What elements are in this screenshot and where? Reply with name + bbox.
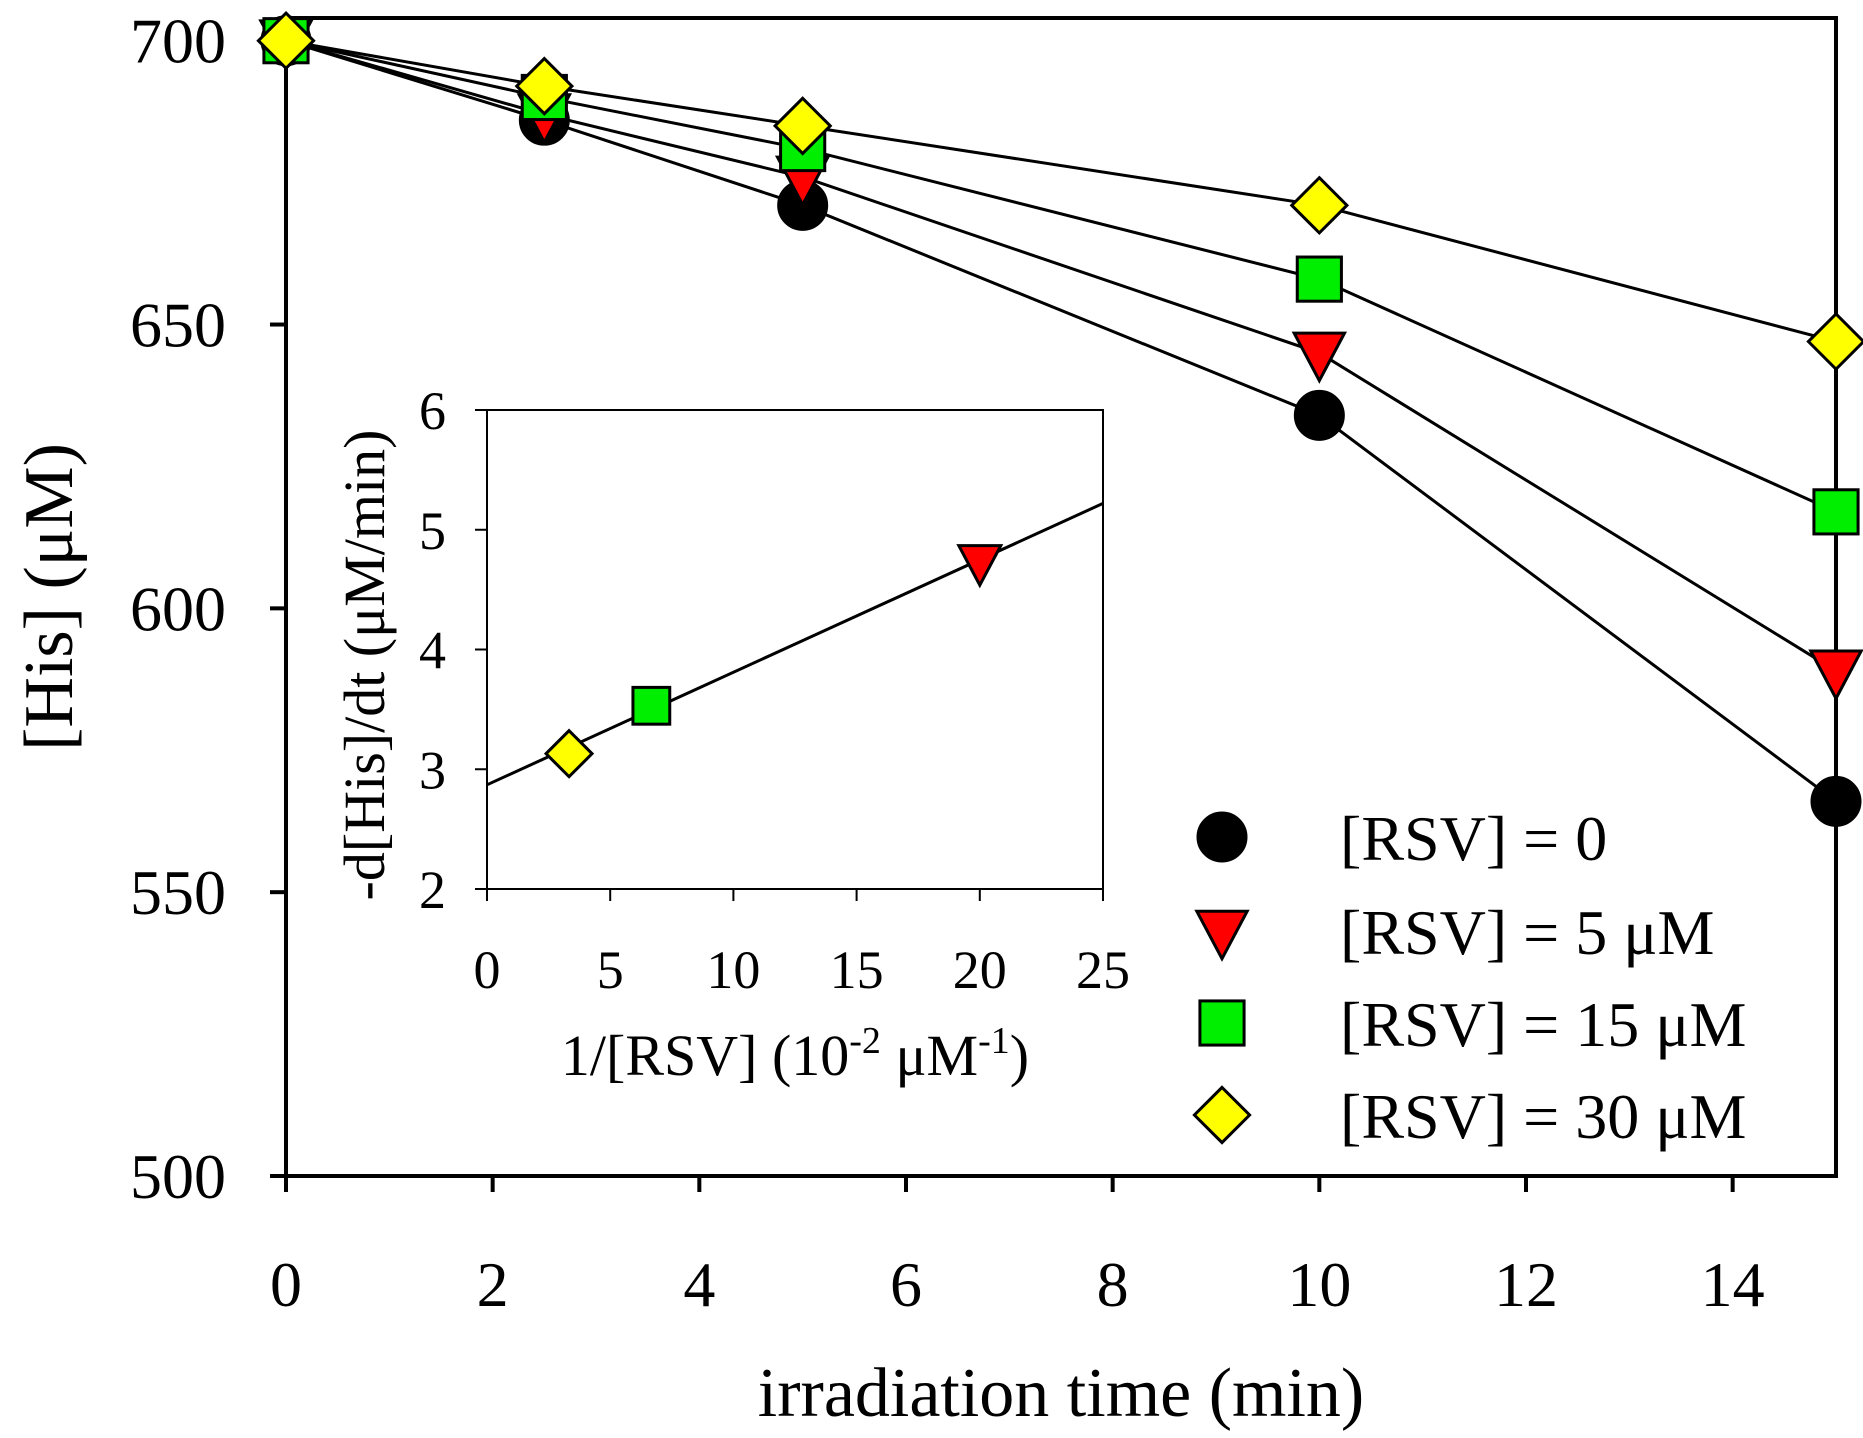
inset-x-tick-label: 25 bbox=[1076, 940, 1130, 1000]
inset-y-axis-title: -d[His]/dt (μM/min) bbox=[332, 430, 397, 901]
legend-label-1: [RSV] = 5 μM bbox=[1340, 897, 1714, 968]
inset-x-title-superscript: -1 bbox=[978, 1020, 1010, 1062]
inset-y-tick-label: 4 bbox=[419, 621, 446, 681]
x-tick-label: 8 bbox=[1097, 1249, 1129, 1320]
inset-x-title-superscript: -2 bbox=[849, 1020, 881, 1062]
x-tick-label: 12 bbox=[1494, 1249, 1558, 1320]
legend-label-3: [RSV] = 30 μM bbox=[1340, 1081, 1746, 1152]
inset-data-point-1 bbox=[631, 685, 672, 726]
y-tick-label: 600 bbox=[130, 573, 226, 644]
inset-data-point-2 bbox=[956, 544, 1004, 589]
x-axis-title: irradiation time (min) bbox=[758, 1355, 1364, 1432]
inset-x-title-part: μM bbox=[881, 1023, 978, 1088]
inset-x-tick-label: 10 bbox=[706, 940, 760, 1000]
legend-label-0: [RSV] = 0 bbox=[1340, 803, 1607, 874]
inset-y-tick-label: 5 bbox=[419, 501, 446, 561]
inset-x-tick-label: 15 bbox=[830, 940, 884, 1000]
legend-marker-2 bbox=[1198, 999, 1246, 1047]
legend-marker-0 bbox=[1196, 811, 1248, 863]
inset-frame bbox=[486, 409, 1104, 890]
data-point-series-2 bbox=[1295, 255, 1343, 303]
x-tick-label: 2 bbox=[477, 1249, 509, 1320]
data-point-series-3 bbox=[1806, 311, 1863, 372]
x-tick-label: 4 bbox=[683, 1249, 715, 1320]
data-point-series-3 bbox=[514, 56, 575, 116]
y-tick-label: 650 bbox=[130, 290, 226, 361]
inset-x-tick-label: 0 bbox=[474, 940, 501, 1000]
data-point-series-0 bbox=[1293, 389, 1345, 441]
data-point-series-0 bbox=[1810, 775, 1862, 827]
y-tick-label: 550 bbox=[130, 857, 226, 928]
x-tick-label: 10 bbox=[1287, 1249, 1351, 1320]
data-point-series-1 bbox=[1808, 649, 1863, 702]
y-tick-label: 700 bbox=[130, 6, 226, 77]
legend-label-2: [RSV] = 15 μM bbox=[1340, 989, 1746, 1060]
inset-x-title-part: 1/[RSV] (10 bbox=[561, 1023, 849, 1088]
inset-x-tick-label: 5 bbox=[597, 940, 624, 1000]
inset-y-tick-label: 3 bbox=[419, 740, 446, 800]
data-point-series-3 bbox=[1289, 175, 1350, 236]
data-point-series-3 bbox=[772, 96, 833, 156]
x-tick-label: 0 bbox=[270, 1249, 302, 1320]
main-plot-frame bbox=[284, 16, 1838, 1178]
data-point-series-3 bbox=[256, 10, 316, 71]
x-tick-label: 6 bbox=[890, 1249, 922, 1320]
data-point-series-2 bbox=[1812, 488, 1860, 536]
inset-y-tick-label: 2 bbox=[419, 860, 446, 920]
inset-x-title-part: ) bbox=[1010, 1023, 1029, 1088]
data-point-series-1 bbox=[1291, 331, 1348, 384]
y-axis-title: [His] (μM) bbox=[11, 443, 88, 751]
legend-marker-1 bbox=[1194, 909, 1250, 962]
inset-fit-line bbox=[486, 502, 1104, 787]
legend: [RSV] = 0 [RSV] = 5 μM [RSV] = 15 μM [RSV] … bbox=[1192, 803, 1746, 1152]
legend-marker-3 bbox=[1192, 1085, 1252, 1145]
y-tick-label: 500 bbox=[130, 1141, 226, 1212]
x-tick-label: 14 bbox=[1701, 1249, 1765, 1320]
inset-plot: 0 5 10 15 20 25 2 3 4 5 6 1/[RSV] (10-2 μM-1) -d[His… bbox=[332, 381, 1130, 1088]
inset-x-tick-label: 20 bbox=[953, 940, 1007, 1000]
inset-data-point-0 bbox=[543, 728, 595, 779]
inset-y-tick-label: 6 bbox=[419, 381, 446, 441]
inset-x-axis-title: 1/[RSV] (10-2 μM-1) bbox=[561, 1020, 1029, 1088]
